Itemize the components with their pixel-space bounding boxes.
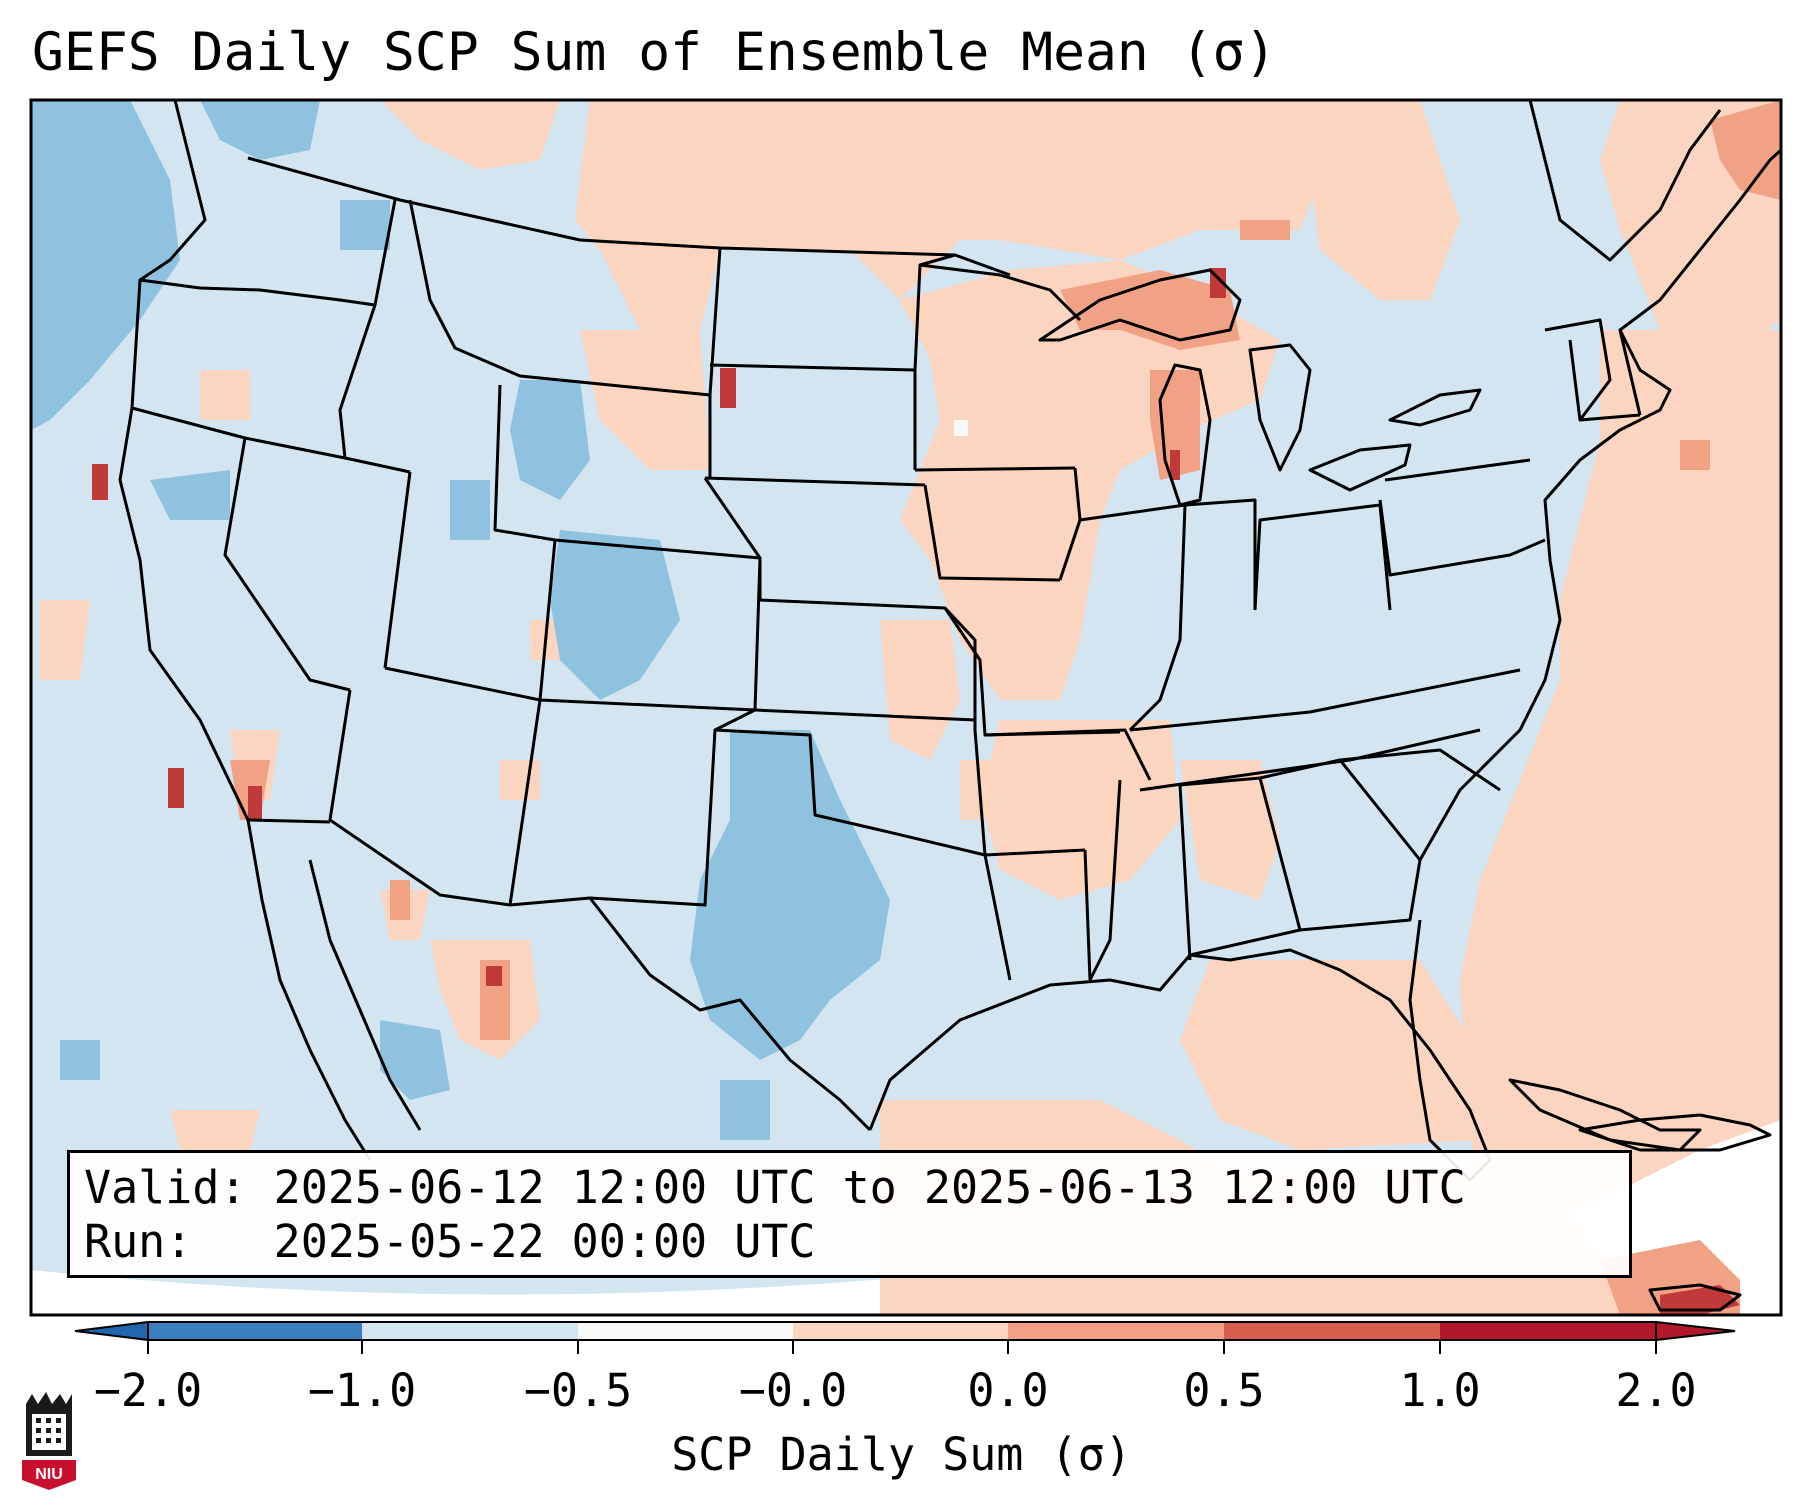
negative-anomaly-regions — [31, 100, 890, 1140]
colorbar-bin — [1008, 1322, 1224, 1340]
colorbar-frame — [147, 1321, 1657, 1341]
colorbar-bin — [1440, 1322, 1656, 1340]
colorbar-extend-low — [74, 1320, 149, 1342]
colorbar-bin — [578, 1322, 793, 1340]
colorbar-tick-label: −2.0 — [93, 1364, 203, 1417]
colorbar-extend-high — [1655, 1320, 1736, 1342]
colorbar-tick-label: −0.5 — [523, 1364, 633, 1417]
colorbar-tick-label: 0.5 — [1183, 1364, 1265, 1417]
colorbar-bin — [793, 1322, 1008, 1340]
niu-logo: NIU — [22, 1392, 76, 1490]
strong-positive-regions — [92, 268, 1740, 1315]
map-title: GEFS Daily SCP Sum of Ensemble Mean (σ) — [32, 22, 1277, 83]
valid-time-line: Valid: 2025-06-12 12:00 UTC to 2025-06-1… — [84, 1161, 1466, 1214]
colorbar-label: SCP Daily Sum (σ) — [671, 1428, 1132, 1481]
info-box: Valid: 2025-06-12 12:00 UTC to 2025-06-1… — [67, 1150, 1632, 1278]
colorbar-bin — [362, 1322, 578, 1340]
colorbar-bin — [148, 1322, 362, 1340]
niu-logo-text: NIU — [35, 1466, 63, 1483]
colorbar-bin — [1224, 1322, 1440, 1340]
colorbar-tick-label: −0.0 — [738, 1364, 848, 1417]
run-time-line: Run: 2025-05-22 00:00 UTC — [84, 1215, 816, 1268]
state-borders — [131, 156, 1642, 1132]
map-frame — [29, 98, 1783, 1317]
coastlines — [118, 100, 1781, 1312]
colorbar-tick-label: 1.0 — [1399, 1364, 1481, 1417]
colorbar-tick-label: 2.0 — [1615, 1364, 1697, 1417]
colorbar-tick-label: 0.0 — [967, 1364, 1049, 1417]
colorbar-tick-label: −1.0 — [307, 1364, 417, 1417]
